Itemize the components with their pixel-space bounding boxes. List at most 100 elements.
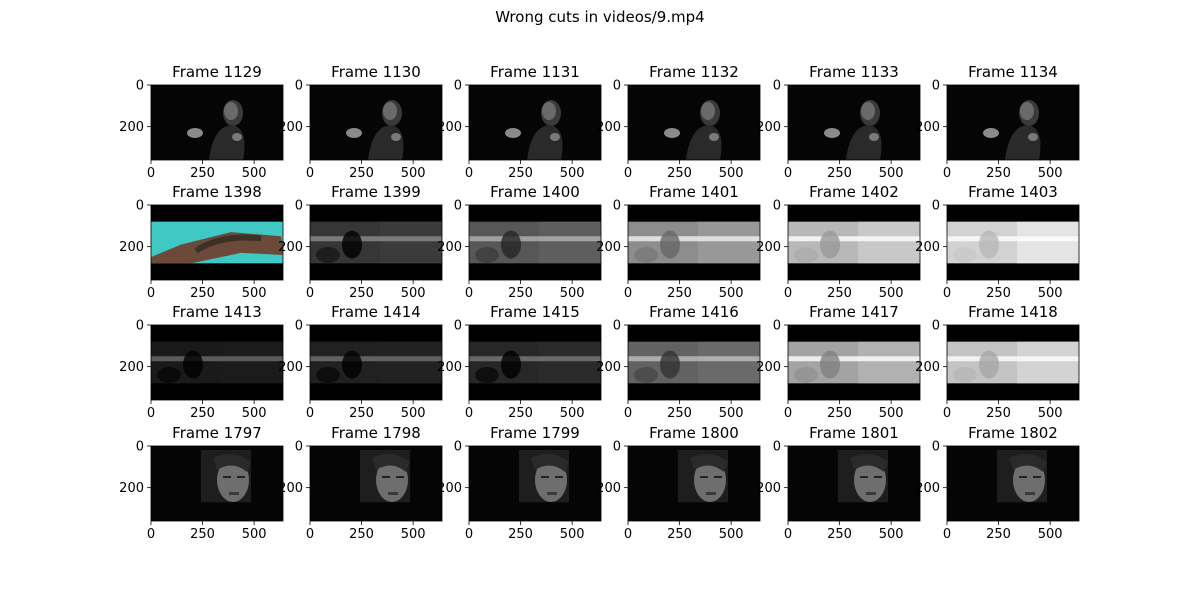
frame-subplot: Frame 1131 0 250 500 0 200 (437, 63, 602, 181)
frame-title: Frame 1401 (649, 183, 739, 201)
x-tick-label: 250 (190, 286, 215, 301)
y-tick-label: 0 (932, 319, 940, 334)
frame-image (628, 446, 760, 521)
axes-frame (150, 324, 284, 401)
y-tick-label: 200 (915, 120, 940, 135)
x-tick-label: 250 (508, 527, 533, 542)
x-tick-label: 0 (784, 406, 792, 421)
frame-subplot: Frame 1403 0 250 500 0 200 (915, 183, 1080, 301)
x-tick-label: 500 (401, 166, 426, 181)
frame-title: Frame 1402 (809, 183, 899, 201)
y-tick-label: 200 (915, 360, 940, 375)
x-tick-label: 500 (1038, 166, 1063, 181)
y-tick-label: 200 (437, 120, 462, 135)
y-tick-label: 0 (136, 199, 144, 214)
x-tick-label: 0 (306, 527, 314, 542)
x-tick-label: 0 (624, 527, 632, 542)
x-tick-label: 500 (879, 286, 904, 301)
x-tick-label: 250 (667, 406, 692, 421)
frame-image (151, 205, 283, 280)
frame-title: Frame 1414 (331, 303, 421, 321)
axes-frame (627, 84, 761, 161)
frame-image (469, 205, 601, 280)
frame-title: Frame 1133 (809, 63, 899, 81)
y-tick-label: 200 (119, 481, 144, 496)
x-tick-label: 500 (401, 406, 426, 421)
x-tick-label: 0 (465, 406, 473, 421)
y-tick-label: 200 (756, 360, 781, 375)
frame-subplot: Frame 1414 0 250 500 0 200 (278, 303, 443, 421)
frame-subplot: Frame 1129 0 250 500 0 200 (119, 63, 284, 181)
frame-subplot: Frame 1802 0 250 500 0 200 (915, 424, 1080, 542)
frame-subplot: Frame 1399 0 250 500 0 200 (278, 183, 443, 301)
x-tick-label: 500 (879, 527, 904, 542)
axes-frame (787, 84, 921, 161)
y-tick-label: 200 (596, 120, 621, 135)
x-tick-label: 250 (190, 527, 215, 542)
x-tick-label: 250 (667, 286, 692, 301)
x-tick-label: 0 (943, 286, 951, 301)
x-tick-label: 500 (1038, 406, 1063, 421)
axes-frame (468, 204, 602, 281)
frame-image (469, 85, 601, 160)
frame-title: Frame 1417 (809, 303, 899, 321)
x-tick-label: 0 (147, 527, 155, 542)
x-tick-label: 0 (306, 406, 314, 421)
axes-frame (946, 324, 1080, 401)
y-tick-label: 200 (596, 360, 621, 375)
y-tick-label: 0 (454, 319, 462, 334)
axes-frame (627, 204, 761, 281)
y-tick-label: 200 (119, 240, 144, 255)
frame-title: Frame 1131 (490, 63, 580, 81)
frame-subplot: Frame 1801 0 250 500 0 200 (756, 424, 921, 542)
frame-image (947, 85, 1079, 160)
axes-frame (150, 204, 284, 281)
y-tick-label: 200 (278, 120, 303, 135)
frame-title: Frame 1418 (968, 303, 1058, 321)
y-tick-label: 200 (915, 240, 940, 255)
x-tick-label: 500 (719, 286, 744, 301)
y-tick-label: 200 (437, 240, 462, 255)
frame-subplot: Frame 1134 0 250 500 0 200 (915, 63, 1080, 181)
x-tick-label: 500 (879, 406, 904, 421)
x-tick-label: 500 (401, 286, 426, 301)
frame-title: Frame 1801 (809, 424, 899, 442)
x-tick-label: 250 (827, 286, 852, 301)
x-tick-label: 250 (508, 166, 533, 181)
frame-image (788, 85, 920, 160)
frame-image (151, 85, 283, 160)
axes-frame (627, 445, 761, 522)
axes-frame (309, 204, 443, 281)
x-tick-label: 0 (306, 286, 314, 301)
y-tick-label: 200 (915, 481, 940, 496)
x-tick-label: 500 (242, 166, 267, 181)
frame-title: Frame 1398 (172, 183, 262, 201)
frame-image (788, 205, 920, 280)
x-tick-label: 250 (349, 527, 374, 542)
frame-title: Frame 1798 (331, 424, 421, 442)
x-tick-label: 250 (349, 166, 374, 181)
axes-frame (787, 445, 921, 522)
y-tick-label: 0 (136, 440, 144, 455)
frame-image (151, 325, 283, 400)
axes-frame (468, 324, 602, 401)
y-tick-label: 200 (278, 240, 303, 255)
x-tick-label: 0 (147, 166, 155, 181)
x-tick-label: 250 (190, 406, 215, 421)
frame-title: Frame 1400 (490, 183, 580, 201)
x-tick-label: 0 (465, 527, 473, 542)
x-tick-label: 250 (508, 406, 533, 421)
x-tick-label: 500 (719, 166, 744, 181)
x-tick-label: 250 (827, 406, 852, 421)
x-tick-label: 250 (827, 166, 852, 181)
frame-subplot: Frame 1413 0 250 500 0 200 (119, 303, 284, 421)
y-tick-label: 0 (613, 199, 621, 214)
x-tick-label: 250 (827, 527, 852, 542)
x-tick-label: 250 (667, 166, 692, 181)
x-tick-label: 250 (986, 406, 1011, 421)
frame-subplot: Frame 1130 0 250 500 0 200 (278, 63, 443, 181)
x-tick-label: 0 (624, 166, 632, 181)
frame-subplot: Frame 1401 0 250 500 0 200 (596, 183, 761, 301)
x-tick-label: 500 (719, 406, 744, 421)
x-tick-label: 500 (719, 527, 744, 542)
